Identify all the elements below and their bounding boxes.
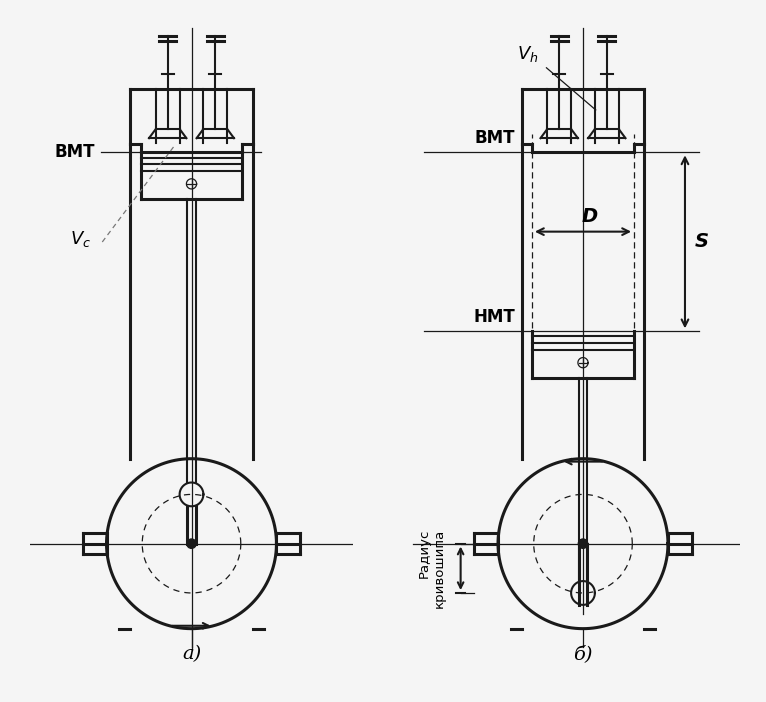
Text: ВМТ: ВМТ xyxy=(54,143,95,161)
Text: б): б) xyxy=(573,644,593,663)
Circle shape xyxy=(187,539,196,548)
Text: $V_h$: $V_h$ xyxy=(517,44,538,64)
Circle shape xyxy=(578,539,588,548)
Text: $V_c$: $V_c$ xyxy=(70,230,92,249)
Text: ВМТ: ВМТ xyxy=(474,129,515,147)
Text: S: S xyxy=(696,232,709,251)
Text: Радиус
кривошипа: Радиус кривошипа xyxy=(417,529,445,608)
Text: а): а) xyxy=(182,644,201,663)
Text: НМТ: НМТ xyxy=(473,308,515,326)
Text: D: D xyxy=(581,206,598,225)
